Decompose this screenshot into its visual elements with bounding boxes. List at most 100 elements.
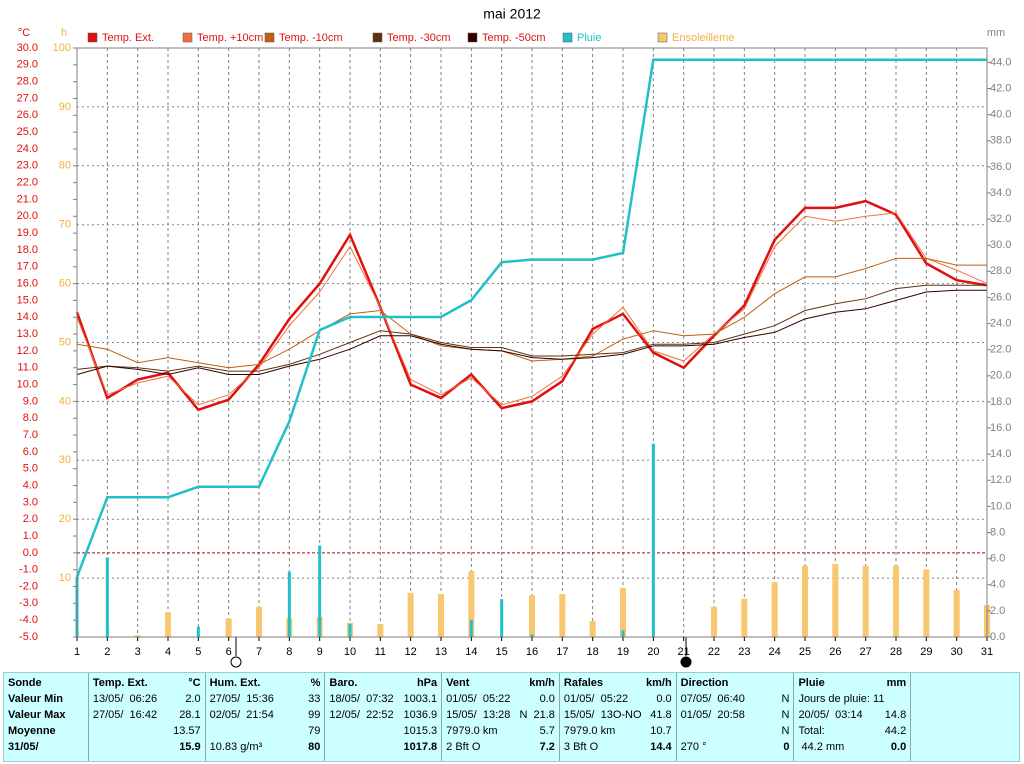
- column-unit: km/h: [645, 677, 672, 689]
- cell: [93, 739, 179, 755]
- row: 1017.8: [329, 739, 437, 755]
- row: 79: [210, 723, 321, 739]
- row: 31/05/: [8, 739, 84, 755]
- cell: 10.83 g/m³: [209, 741, 263, 753]
- stats-column: Rafales km/h 01/05/ 05:22 0.0 15/05/ 13O-NO 4…: [560, 673, 677, 761]
- bar: [621, 630, 625, 637]
- cell-value: N: [781, 693, 790, 705]
- bar: [377, 624, 384, 637]
- y2-tick-label: 44.0: [990, 56, 1011, 68]
- legend-swatch: [372, 32, 383, 43]
- y-tick-label: 22.0: [17, 177, 38, 189]
- legend-label: Temp. +10cm: [197, 32, 263, 44]
- line: [76, 212, 988, 406]
- cell-value: 1017.8: [403, 741, 438, 753]
- y2-tick-label: 22.0: [990, 344, 1011, 356]
- x-tick-label: 26: [829, 646, 841, 658]
- x-tick-label: 5: [195, 646, 201, 658]
- bar: [559, 594, 566, 637]
- cell: Jours de pluie: 11: [798, 693, 885, 705]
- y2-tick-label: 28.0: [990, 265, 1011, 277]
- x-tick-label: 19: [617, 646, 629, 658]
- cell-value: 10.7: [650, 725, 672, 737]
- y-tick-label: 7.0: [23, 429, 38, 441]
- cell: 15/05/ 13O-NO: [563, 709, 642, 721]
- row: 20/05/ 03:14 14.8: [798, 707, 906, 723]
- stats-column: Baro. hPa 18/05/ 07:32 1003.1 12/05/ 22:52 10…: [325, 673, 443, 761]
- cell-value: 14.8: [884, 709, 907, 721]
- y2-tick-label: 0.0: [990, 631, 1005, 643]
- x-tick-label: 6: [226, 646, 232, 658]
- y2-tick-label: 24.0: [990, 317, 1011, 329]
- row: 44.2 mm 0.0: [798, 739, 906, 755]
- y-tick-label: 30.0: [17, 42, 38, 54]
- cell: 13/05/ 06:26: [92, 693, 158, 705]
- y-tick-label: 6.0: [23, 446, 38, 458]
- cell-value: 21.8: [533, 709, 555, 721]
- cell: 01/05/ 05:22: [563, 693, 629, 705]
- row: 01/05/ 05:22 0.0: [446, 691, 555, 707]
- y-tick-label: 17.0: [17, 261, 38, 273]
- y2-tick-label: 38.0: [990, 135, 1011, 147]
- x-tick-label: 29: [920, 646, 932, 658]
- y3-axis-unit: h: [61, 27, 67, 39]
- y2-tick-label: 26.0: [990, 291, 1011, 303]
- x-tick-label: 18: [587, 646, 599, 658]
- bar: [196, 626, 200, 637]
- column-unit: %: [310, 677, 321, 689]
- y2-tick-label: 12.0: [990, 474, 1011, 486]
- row: Sonde: [8, 675, 84, 691]
- row: N: [681, 723, 789, 739]
- y-tick-label: -5.0: [19, 631, 38, 643]
- x-tick-label: 23: [738, 646, 750, 658]
- x-tick-label: 27: [860, 646, 872, 658]
- cell-value: 0.0: [656, 693, 672, 705]
- cell: [329, 723, 403, 739]
- x-tick-label: 9: [317, 646, 323, 658]
- y-tick-label: 18.0: [17, 244, 38, 256]
- cell-value: 1036.9: [403, 709, 438, 721]
- grid: [76, 47, 988, 637]
- cell: [93, 723, 173, 739]
- x-tick-label: 24: [769, 646, 781, 658]
- x-tick-label: 1: [74, 646, 80, 658]
- cell-value: 13.57: [173, 725, 201, 737]
- row: Valeur Max: [8, 707, 84, 723]
- x-tick-label: 11: [375, 646, 386, 658]
- row: 15/05/ 13O-NO 41.8: [564, 707, 672, 723]
- bar: [134, 635, 141, 637]
- x-tick-label: 31: [981, 646, 993, 658]
- cell-value: 79: [308, 725, 321, 737]
- bar: [923, 569, 930, 637]
- row: Jours de pluie: 11: [798, 691, 906, 707]
- x-tick-label: 25: [799, 646, 811, 658]
- bar: [832, 563, 839, 637]
- column-title: Rafales: [563, 677, 604, 689]
- stats-column: Temp. Ext. °C 13/05/ 06:26 2.0 27/05/ 16:42 2…: [89, 673, 206, 761]
- row: 18/05/ 07:32 1003.1: [329, 691, 437, 707]
- y-tick-label: 27.0: [17, 92, 38, 104]
- legend-swatch: [657, 32, 668, 43]
- bar: [469, 620, 473, 637]
- y3-tick-label: 10: [59, 572, 71, 584]
- stats-column: Direction 07/05/ 06:40 N 01/05/ 20:58 N N 270 …: [677, 673, 795, 761]
- bar: [589, 621, 596, 637]
- stats-column: Vent km/h 01/05/ 05:22 0.0 15/05/ 13:28 N 21.8…: [442, 673, 560, 761]
- y2-tick-label: 40.0: [990, 109, 1011, 121]
- x-tick-label: 12: [405, 646, 417, 658]
- row: 12/05/ 22:52 1036.9: [329, 707, 437, 723]
- bar: [529, 595, 535, 637]
- cell: 7979.0 km: [563, 725, 616, 737]
- column-title: Vent: [446, 677, 470, 689]
- cell: 07/05/ 06:40: [680, 693, 745, 705]
- y-tick-label: 26.0: [17, 109, 38, 121]
- bar: [893, 565, 899, 637]
- cell: 7979.0 km: [446, 725, 498, 737]
- x-tick-label: 30: [951, 646, 963, 658]
- bar: [500, 599, 504, 637]
- y2-tick-label: 10.0: [990, 500, 1011, 512]
- row: 13/05/ 06:26 2.0: [93, 691, 201, 707]
- legend-swatch: [87, 32, 98, 43]
- row: 01/05/ 20:58 N: [681, 707, 790, 723]
- y3-tick-label: 90: [59, 101, 71, 113]
